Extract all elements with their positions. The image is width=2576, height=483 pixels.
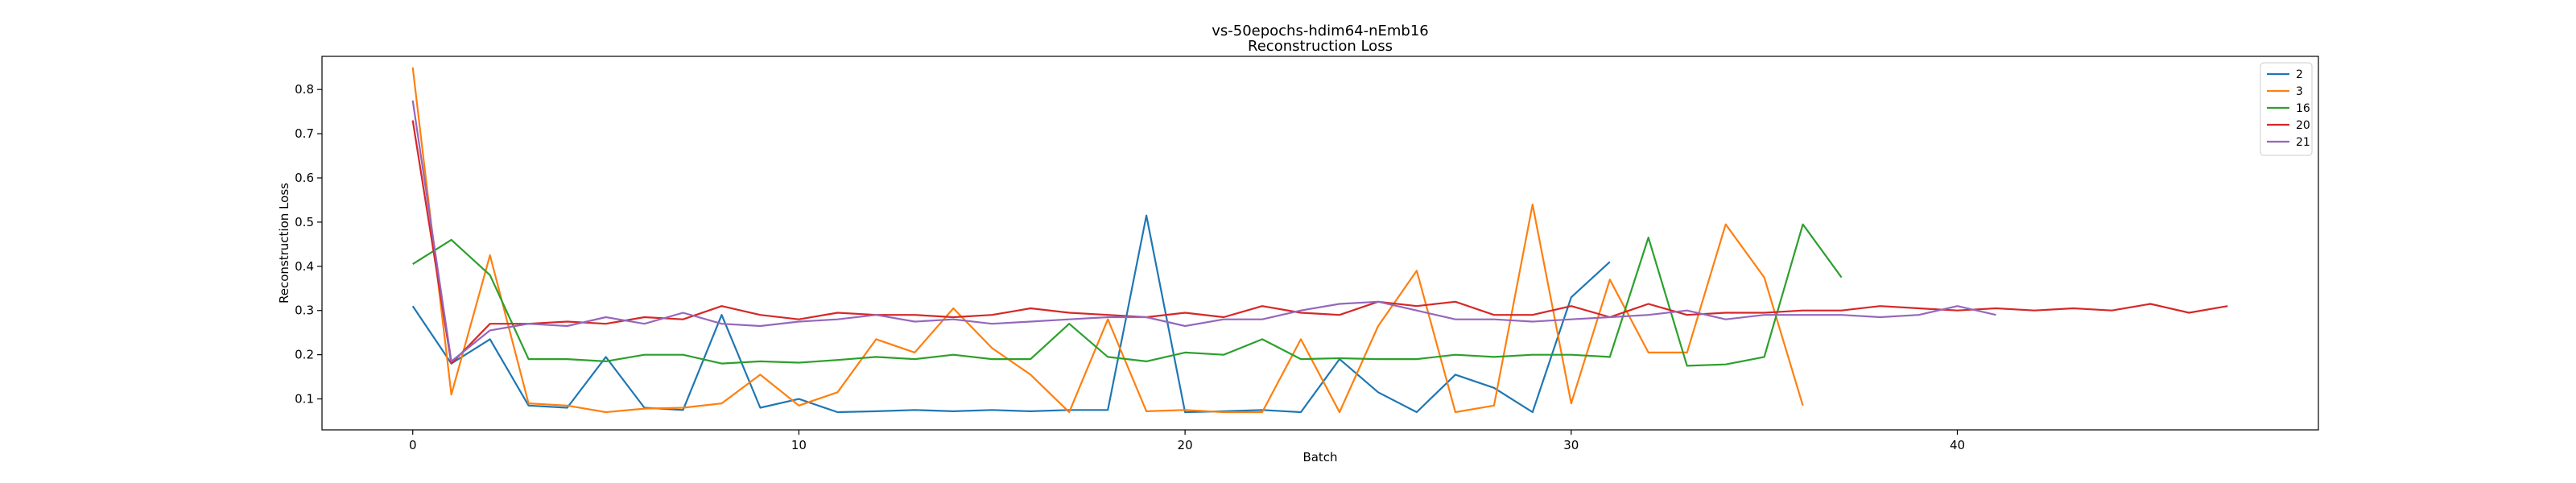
legend-box (2260, 62, 2313, 156)
y-tick-label: 0.1 (295, 392, 314, 407)
y-tick-label: 0.8 (295, 82, 314, 97)
series-line-3 (411, 67, 1804, 414)
legend-label: 21 (2296, 136, 2310, 149)
series-line-16 (412, 223, 1843, 367)
legend-label: 16 (2296, 102, 2310, 115)
legend-label: 3 (2296, 85, 2303, 98)
y-tick-label: 0.5 (295, 215, 314, 229)
y-axis-label: Reconstruction Loss (277, 183, 291, 303)
x-tick-label: 30 (1563, 438, 1579, 452)
x-tick-label: 40 (1950, 438, 1965, 452)
axes-frame (321, 56, 2319, 431)
x-axis-label: Batch (1302, 450, 1337, 464)
x-tick-label: 20 (1178, 438, 1193, 452)
y-tick-label: 0.3 (295, 303, 314, 318)
chart-subtitle: Reconstruction Loss (1248, 38, 1393, 55)
legend-label: 20 (2296, 119, 2310, 132)
legend-label: 2 (2296, 68, 2303, 81)
y-tick-label: 0.7 (295, 126, 314, 141)
y-tick-label: 0.2 (295, 348, 314, 362)
legend: 2 3 16 20 21 (2260, 62, 2313, 156)
x-tick-label: 0 (409, 438, 417, 452)
x-tick-label: 10 (791, 438, 807, 452)
chart-title: vs-50epochs-hdim64-nEmb16 (1212, 23, 1429, 39)
series-line-2 (411, 214, 1611, 414)
y-tick-label: 0.6 (295, 171, 314, 185)
series-line-21 (411, 100, 1996, 362)
y-tick-label: 0.4 (295, 259, 314, 274)
series-line-20 (411, 120, 2228, 365)
plot-area: 0 10 20 30 40 0.1 0.2 0.3 0.4 0.5 0.6 0.7 0.8 (295, 67, 2228, 452)
